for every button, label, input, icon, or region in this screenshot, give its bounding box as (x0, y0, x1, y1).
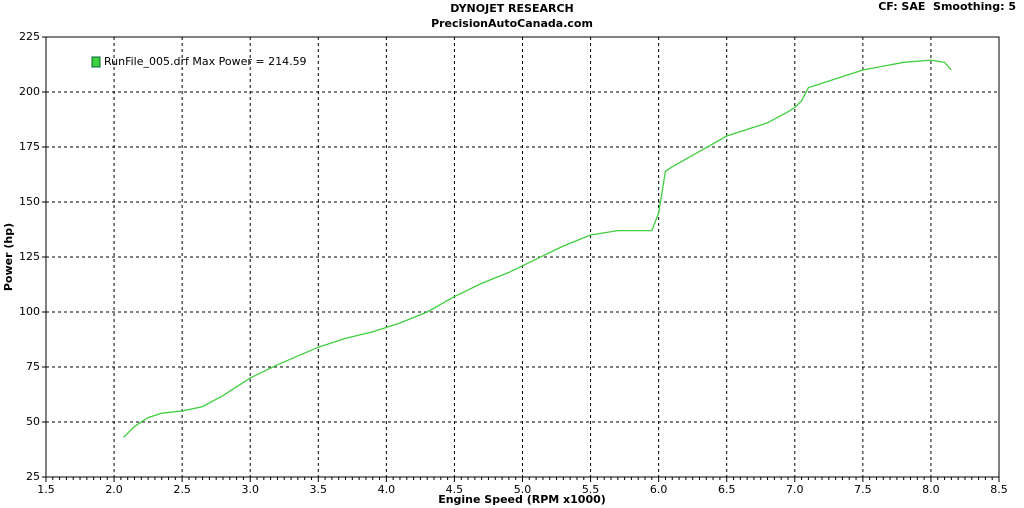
legend-label: RunFile_005.drf Max Power = 214.59 (104, 55, 307, 68)
annotation: CF: SAE Smoothing: 5 (878, 0, 1016, 13)
legend-swatch (91, 56, 101, 68)
x-tick-label: 8.0 (922, 483, 940, 496)
y-tick-label: 25 (26, 470, 40, 483)
y-tick-label: 200 (19, 85, 40, 98)
y-tick-label: 125 (19, 250, 40, 263)
x-tick-label: 6.0 (650, 483, 668, 496)
x-tick-label: 1.5 (37, 483, 55, 496)
x-tick-label: 4.5 (446, 483, 464, 496)
y-tick-label: 100 (19, 305, 40, 318)
chart-title: DYNOJET RESEARCH (450, 2, 573, 15)
x-tick-label: 3.0 (241, 483, 259, 496)
y-tick-label: 175 (19, 140, 40, 153)
x-tick-label: 2.5 (173, 483, 191, 496)
x-tick-label: 7.5 (854, 483, 872, 496)
x-tick-label: 5.0 (514, 483, 532, 496)
x-tick-label: 5.5 (582, 483, 600, 496)
power-line (123, 59, 952, 438)
x-tick-label: 6.5 (718, 483, 736, 496)
y-tick-label: 50 (26, 415, 40, 428)
y-tick-label: 225 (19, 30, 40, 43)
x-tick-label: 7.0 (786, 483, 804, 496)
y-tick-label: 150 (19, 195, 40, 208)
plot-border (45, 36, 1000, 478)
x-axis-label: Engine Speed (RPM x1000) (438, 493, 606, 506)
chart-subtitle: PrecisionAutoCanada.com (431, 17, 593, 30)
x-tick-label: 4.0 (378, 483, 396, 496)
y-tick-label: 75 (26, 360, 40, 373)
x-tick-label: 3.5 (310, 483, 328, 496)
y-axis-label: Power (hp) (2, 223, 15, 291)
x-tick-label: 2.0 (105, 483, 123, 496)
x-tick-label: 8.5 (990, 483, 1008, 496)
